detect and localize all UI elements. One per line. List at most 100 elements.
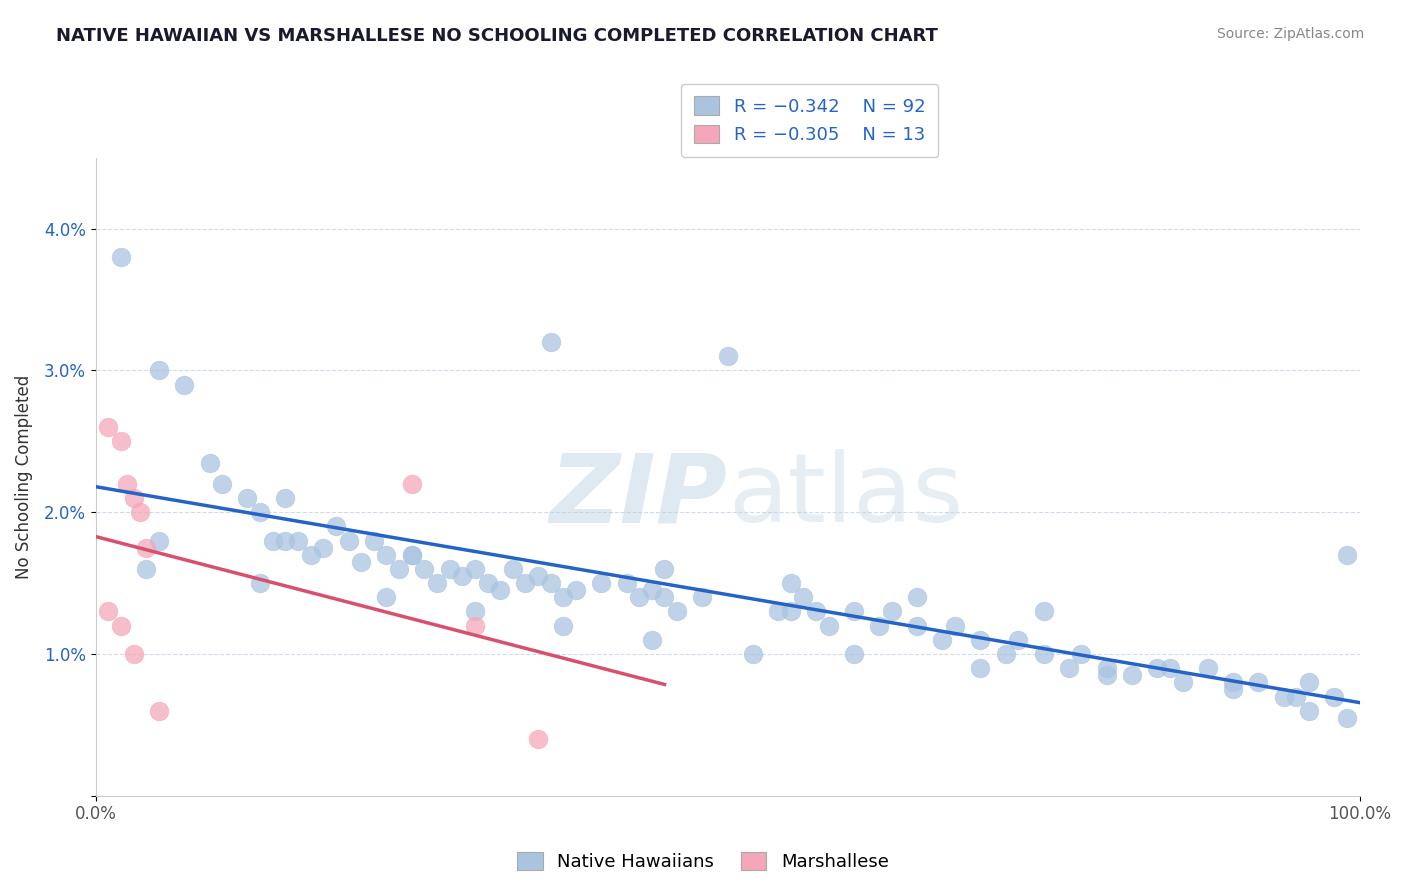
Point xyxy=(515,576,537,591)
Point xyxy=(148,704,170,718)
Point xyxy=(628,591,651,605)
Point xyxy=(97,420,120,434)
Point xyxy=(401,548,423,562)
Point xyxy=(1298,704,1320,718)
Point xyxy=(742,647,765,661)
Point xyxy=(110,434,132,449)
Point xyxy=(1336,711,1358,725)
Point xyxy=(527,569,550,583)
Point xyxy=(1197,661,1219,675)
Point xyxy=(122,647,145,661)
Point xyxy=(110,250,132,264)
Point xyxy=(817,618,839,632)
Point xyxy=(717,349,740,363)
Point xyxy=(880,604,903,618)
Legend: R = −0.342    N = 92, R = −0.305    N = 13: R = −0.342 N = 92, R = −0.305 N = 13 xyxy=(682,84,938,157)
Point xyxy=(451,569,474,583)
Point xyxy=(173,377,195,392)
Point xyxy=(1247,675,1270,690)
Point xyxy=(641,583,664,598)
Point xyxy=(540,334,562,349)
Point xyxy=(1095,668,1118,682)
Point xyxy=(262,533,284,548)
Point xyxy=(249,505,271,519)
Point xyxy=(553,618,575,632)
Point xyxy=(413,562,436,576)
Point xyxy=(299,548,322,562)
Point xyxy=(1057,661,1080,675)
Point xyxy=(350,555,373,569)
Point xyxy=(868,618,890,632)
Point xyxy=(565,583,588,598)
Point xyxy=(148,533,170,548)
Point xyxy=(1298,675,1320,690)
Point xyxy=(527,732,550,747)
Point xyxy=(1222,682,1244,697)
Point xyxy=(766,604,789,618)
Point xyxy=(464,618,486,632)
Point xyxy=(969,661,991,675)
Point xyxy=(477,576,499,591)
Point xyxy=(692,591,714,605)
Point xyxy=(654,591,676,605)
Point xyxy=(654,562,676,576)
Point xyxy=(1323,690,1346,704)
Point xyxy=(931,632,953,647)
Point xyxy=(1285,690,1308,704)
Point xyxy=(1222,675,1244,690)
Point xyxy=(122,491,145,505)
Point xyxy=(337,533,360,548)
Point xyxy=(426,576,449,591)
Point xyxy=(1032,647,1054,661)
Point xyxy=(1070,647,1092,661)
Point xyxy=(502,562,524,576)
Point xyxy=(1121,668,1143,682)
Point xyxy=(287,533,309,548)
Point xyxy=(312,541,335,555)
Point xyxy=(779,604,801,618)
Point xyxy=(135,562,157,576)
Point xyxy=(905,618,928,632)
Point xyxy=(842,604,865,618)
Point xyxy=(591,576,613,591)
Point xyxy=(943,618,966,632)
Point xyxy=(489,583,512,598)
Point xyxy=(117,476,139,491)
Point xyxy=(1171,675,1194,690)
Point xyxy=(994,647,1017,661)
Point xyxy=(464,562,486,576)
Point xyxy=(1007,632,1029,647)
Point xyxy=(198,456,221,470)
Point xyxy=(388,562,411,576)
Point xyxy=(804,604,827,618)
Point xyxy=(1146,661,1168,675)
Point xyxy=(1032,604,1054,618)
Point xyxy=(401,548,423,562)
Point xyxy=(842,647,865,661)
Point xyxy=(211,476,233,491)
Point xyxy=(792,591,814,605)
Point xyxy=(375,591,398,605)
Point xyxy=(1095,661,1118,675)
Point xyxy=(641,632,664,647)
Point xyxy=(129,505,152,519)
Point xyxy=(1336,548,1358,562)
Legend: Native Hawaiians, Marshallese: Native Hawaiians, Marshallese xyxy=(510,845,896,879)
Text: NATIVE HAWAIIAN VS MARSHALLESE NO SCHOOLING COMPLETED CORRELATION CHART: NATIVE HAWAIIAN VS MARSHALLESE NO SCHOOL… xyxy=(56,27,938,45)
Point xyxy=(905,591,928,605)
Point xyxy=(616,576,638,591)
Text: atlas: atlas xyxy=(728,450,963,542)
Point xyxy=(274,533,297,548)
Point xyxy=(1272,690,1295,704)
Point xyxy=(97,604,120,618)
Point xyxy=(401,476,423,491)
Point xyxy=(540,576,562,591)
Point xyxy=(779,576,801,591)
Point xyxy=(325,519,347,533)
Point xyxy=(553,591,575,605)
Point xyxy=(439,562,461,576)
Point xyxy=(375,548,398,562)
Point xyxy=(666,604,689,618)
Y-axis label: No Schooling Completed: No Schooling Completed xyxy=(15,375,32,579)
Point xyxy=(1159,661,1181,675)
